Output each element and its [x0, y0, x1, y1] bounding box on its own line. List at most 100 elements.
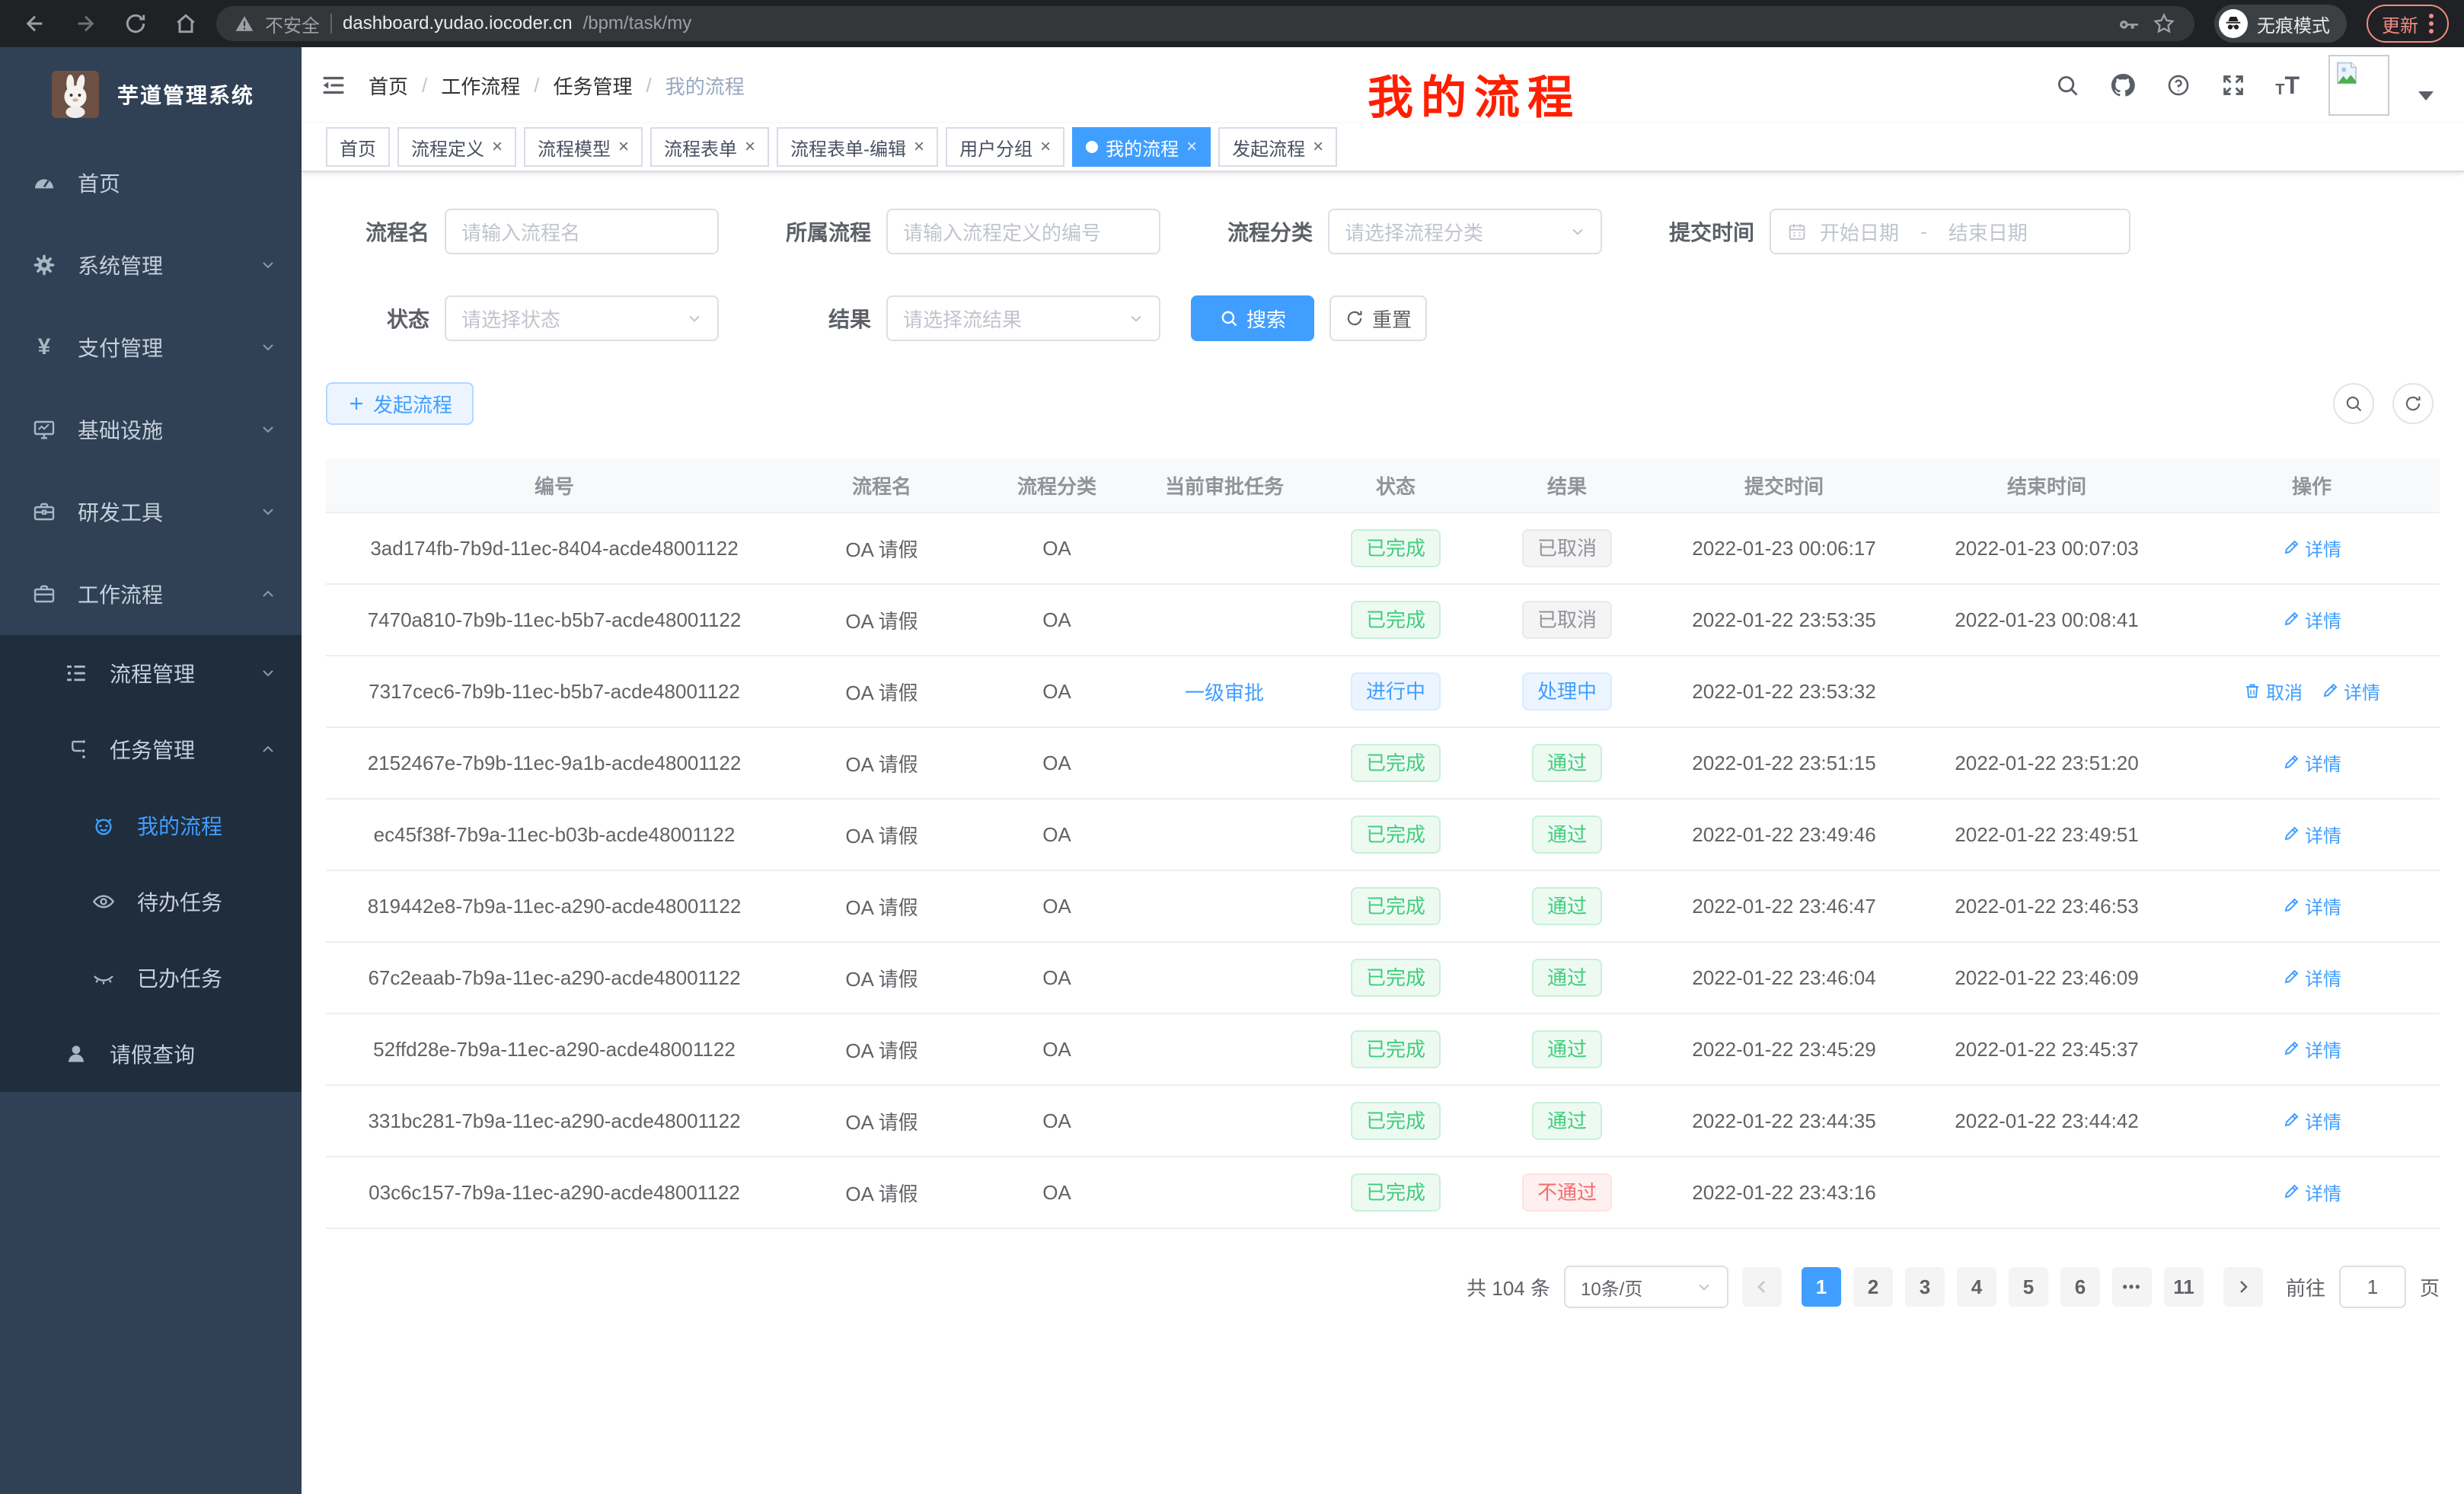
- detail-link[interactable]: 详情: [2282, 535, 2341, 561]
- detail-link[interactable]: 详情: [2282, 1179, 2341, 1205]
- detail-link[interactable]: 详情: [2282, 892, 2341, 919]
- row-submit-time: 2022-01-22 23:51:15: [1692, 751, 1876, 774]
- prev-page-icon[interactable]: [1741, 1267, 1782, 1307]
- close-icon[interactable]: [1186, 138, 1197, 156]
- detail-link[interactable]: 详情: [2321, 678, 2380, 704]
- tab[interactable]: 发起流程: [1218, 127, 1338, 167]
- page-content: 流程名 请输入流程名 所属流程 请输入流程定义的编号 流程分类 请选择流程分类 …: [302, 172, 2464, 1494]
- breadcrumb-task[interactable]: 任务管理: [553, 75, 633, 98]
- detail-link[interactable]: 详情: [2282, 1107, 2341, 1134]
- detail-link[interactable]: 详情: [2282, 749, 2341, 776]
- status-select[interactable]: 请选择状态: [445, 295, 719, 341]
- detail-link[interactable]: 详情: [2282, 821, 2341, 848]
- avatar[interactable]: [2328, 55, 2389, 116]
- page-number-button[interactable]: 2: [1853, 1267, 1893, 1307]
- row-id: ec45f38f-7b9a-11ec-b03b-acde48001122: [373, 822, 736, 846]
- sidebar: 芋道管理系统 首页 系统管理 ¥ 支付管理 基础设施: [0, 47, 302, 1494]
- sidebar-item-leave[interactable]: 请假查询: [0, 1016, 302, 1092]
- sidebar-item-my-process[interactable]: 我的流程: [0, 787, 302, 864]
- sidebar-item-model-group[interactable]: 流程管理: [0, 635, 302, 711]
- show-search-icon[interactable]: [2333, 383, 2374, 424]
- bookmark-star-icon[interactable]: [2152, 11, 2176, 36]
- goto-unit: 页: [2419, 1276, 2440, 1300]
- breadcrumb: 首页 / 工作流程 / 任务管理 / 我的流程: [369, 72, 745, 100]
- page-number-button[interactable]: 3: [1904, 1267, 1945, 1307]
- tab[interactable]: 流程模型: [524, 127, 643, 167]
- avatar-caret-icon[interactable]: [2418, 91, 2434, 101]
- sidebar-item-infra[interactable]: 基础设施: [0, 388, 302, 471]
- sidebar-item-pay[interactable]: ¥ 支付管理: [0, 306, 302, 388]
- col-task: 当前审批任务: [1164, 474, 1284, 498]
- url-host: dashboard.yudao.iocoder.cn: [343, 13, 573, 34]
- row-name: OA 请假: [845, 538, 918, 561]
- tags-view: 首页 流程定义 流程模型 流程表单 流程表单-编辑: [302, 123, 2464, 172]
- sidebar-item-done[interactable]: 已办任务: [0, 940, 302, 1016]
- row-name: OA 请假: [845, 1039, 918, 1062]
- tab[interactable]: 流程表单-编辑: [777, 127, 939, 167]
- refresh-icon: [1345, 308, 1364, 328]
- filter-row-2: 状态 请选择状态 结果 请选择流结果 搜索 重置: [326, 295, 2440, 341]
- help-icon[interactable]: [2166, 72, 2191, 98]
- next-page-icon[interactable]: [2223, 1267, 2263, 1307]
- refresh-table-icon[interactable]: [2392, 383, 2434, 424]
- page-number-button[interactable]: 6: [2060, 1267, 2100, 1307]
- detail-link[interactable]: 详情: [2282, 1036, 2341, 1062]
- result-select[interactable]: 请选择流结果: [886, 295, 1160, 341]
- cancel-link[interactable]: 取消: [2243, 678, 2303, 704]
- page-number-button[interactable]: •••: [2111, 1267, 2152, 1307]
- process-input[interactable]: 请输入流程定义的编号: [886, 209, 1160, 254]
- reset-button[interactable]: 重置: [1329, 295, 1427, 341]
- close-icon[interactable]: [1040, 138, 1051, 156]
- tab[interactable]: 首页: [326, 127, 390, 167]
- row-id: 03c6c157-7b9a-11ec-a290-acde48001122: [369, 1180, 740, 1204]
- page-number-button[interactable]: 4: [1956, 1267, 1996, 1307]
- page-number-button[interactable]: 1: [1801, 1267, 1841, 1307]
- close-icon[interactable]: [1313, 138, 1323, 156]
- sidebar-item-system[interactable]: 系统管理: [0, 224, 302, 306]
- sidebar-item-home[interactable]: 首页: [0, 142, 302, 224]
- chevron-down-icon: [259, 256, 277, 274]
- home-icon[interactable]: [166, 4, 206, 43]
- breadcrumb-bpm[interactable]: 工作流程: [441, 75, 521, 98]
- forward-icon[interactable]: [65, 4, 105, 43]
- tab[interactable]: 流程表单: [650, 127, 770, 167]
- detail-link[interactable]: 详情: [2282, 606, 2341, 633]
- page-number-button[interactable]: 5: [2008, 1267, 2048, 1307]
- category-select[interactable]: 请选择流程分类: [1328, 209, 1602, 254]
- close-icon[interactable]: [492, 138, 503, 156]
- goto-page-input[interactable]: [2338, 1266, 2406, 1308]
- sidebar-item-tool[interactable]: 研发工具: [0, 471, 302, 553]
- fullscreen-icon[interactable]: [2220, 72, 2246, 98]
- tab[interactable]: 流程定义: [397, 127, 517, 167]
- sidebar-toggle-icon[interactable]: [320, 72, 347, 99]
- search-icon[interactable]: [2054, 72, 2080, 98]
- tab[interactable]: 用户分组: [946, 127, 1065, 167]
- tab[interactable]: 我的流程: [1072, 127, 1211, 167]
- address-bar[interactable]: 不安全 dashboard.yudao.iocoder.cn/bpm/task/…: [216, 6, 2194, 41]
- detail-link[interactable]: 详情: [2282, 964, 2341, 991]
- update-button[interactable]: 更新: [2367, 5, 2449, 43]
- browser-menu-icon[interactable]: [2429, 14, 2434, 34]
- current-task-link[interactable]: 一级审批: [1184, 681, 1264, 704]
- sidebar-item-task-group[interactable]: 任务管理: [0, 711, 302, 787]
- password-key-icon[interactable]: [2117, 11, 2141, 36]
- sidebar-item-bpm[interactable]: 工作流程: [0, 553, 302, 635]
- date-range-picker[interactable]: 开始日期 - 结束日期: [1770, 209, 2130, 254]
- name-input[interactable]: 请输入流程名: [445, 209, 719, 254]
- close-icon[interactable]: [745, 138, 755, 156]
- row-end-time: 2022-01-23 00:08:41: [1955, 608, 2139, 631]
- create-process-button[interactable]: 发起流程: [326, 382, 474, 425]
- github-icon[interactable]: [2109, 72, 2137, 99]
- update-label: 更新: [2382, 15, 2418, 37]
- page-number-button[interactable]: 11: [2163, 1267, 2204, 1307]
- app-logo: 芋道管理系统: [0, 47, 302, 142]
- breadcrumb-home[interactable]: 首页: [369, 75, 409, 98]
- sidebar-item-todo[interactable]: 待办任务: [0, 864, 302, 940]
- page-size-select[interactable]: 10条/页: [1563, 1266, 1728, 1308]
- close-icon[interactable]: [618, 138, 629, 156]
- search-button[interactable]: 搜索: [1191, 295, 1314, 341]
- reload-icon[interactable]: [116, 4, 155, 43]
- back-icon[interactable]: [15, 4, 55, 43]
- close-icon[interactable]: [914, 138, 924, 156]
